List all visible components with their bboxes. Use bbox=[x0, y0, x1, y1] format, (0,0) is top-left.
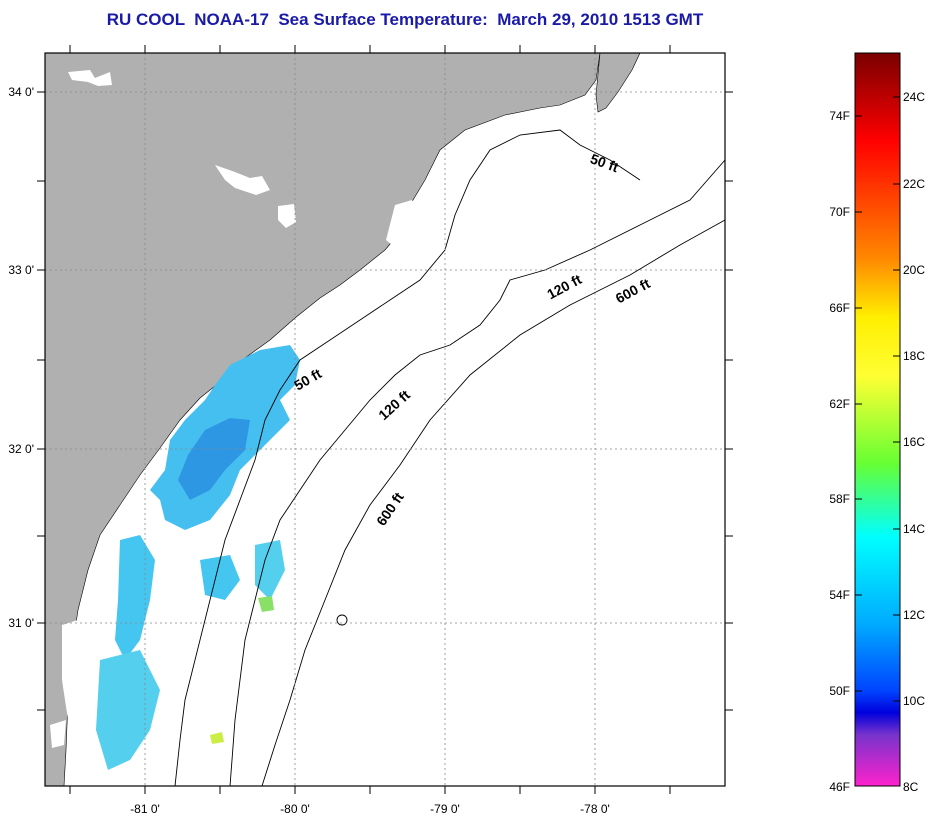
map-title: RU COOL NOAA-17 Sea Surface Temperature:… bbox=[106, 10, 704, 29]
lat-lon-grid bbox=[45, 53, 725, 786]
colorbar-label-c: 14C bbox=[903, 522, 925, 536]
colorbar-label-c: 10C bbox=[903, 694, 925, 708]
colorbar-label-c: 16C bbox=[903, 435, 925, 449]
cloud-patch bbox=[215, 165, 270, 195]
cloud-patch bbox=[50, 720, 66, 748]
colorbar-label-f: 70F bbox=[829, 205, 850, 219]
sst-patch-warm bbox=[210, 732, 224, 744]
sst-patch bbox=[255, 540, 285, 600]
colorbar-label-f: 46F bbox=[829, 780, 850, 794]
sst-patch bbox=[115, 535, 155, 660]
colorbar-label-f: 50F bbox=[829, 684, 850, 698]
lat-label: 32 0' bbox=[8, 442, 34, 456]
cloud-patch bbox=[62, 620, 78, 720]
contour-120ft bbox=[229, 159, 725, 786]
sst-patch bbox=[200, 555, 240, 600]
colorbar-label-c: 18C bbox=[903, 349, 925, 363]
colorbar-label-f: 66F bbox=[829, 301, 850, 315]
lat-label: 33 0' bbox=[8, 263, 34, 277]
colorbar-label-c: 8C bbox=[903, 780, 919, 794]
colorbar-label-f: 54F bbox=[829, 588, 850, 602]
colorbar-label-f: 74F bbox=[829, 109, 850, 123]
colorbar-label-c: 24C bbox=[903, 90, 925, 104]
lat-label: 31 0' bbox=[8, 616, 34, 630]
land-capefear bbox=[595, 53, 641, 113]
contour-50ft bbox=[174, 129, 641, 786]
lon-label: -78 0' bbox=[580, 802, 610, 816]
contour-closed-circle bbox=[336, 614, 348, 626]
lon-label: -79 0' bbox=[430, 802, 460, 816]
lon-label: -80 0' bbox=[280, 802, 310, 816]
lon-label: -81 0' bbox=[130, 802, 160, 816]
axis-ticks bbox=[37, 45, 733, 794]
colorbar-ticks bbox=[855, 96, 900, 702]
map-frame bbox=[44, 52, 726, 787]
colorbar bbox=[854, 52, 901, 787]
sst-patch-warm bbox=[258, 596, 274, 612]
cloud-patch bbox=[386, 200, 420, 250]
cloud-patch bbox=[278, 204, 296, 228]
colorbar-label-f: 62F bbox=[829, 397, 850, 411]
lat-label: 34 0' bbox=[8, 85, 34, 99]
colorbar-label-c: 12C bbox=[903, 608, 925, 622]
sst-patch-cold bbox=[178, 418, 250, 500]
sst-patch bbox=[96, 650, 160, 770]
cloud-patch bbox=[68, 70, 112, 86]
colorbar-label-f: 58F bbox=[829, 492, 850, 506]
colorbar-label-c: 22C bbox=[903, 177, 925, 191]
colorbar-label-c: 20C bbox=[903, 263, 925, 277]
